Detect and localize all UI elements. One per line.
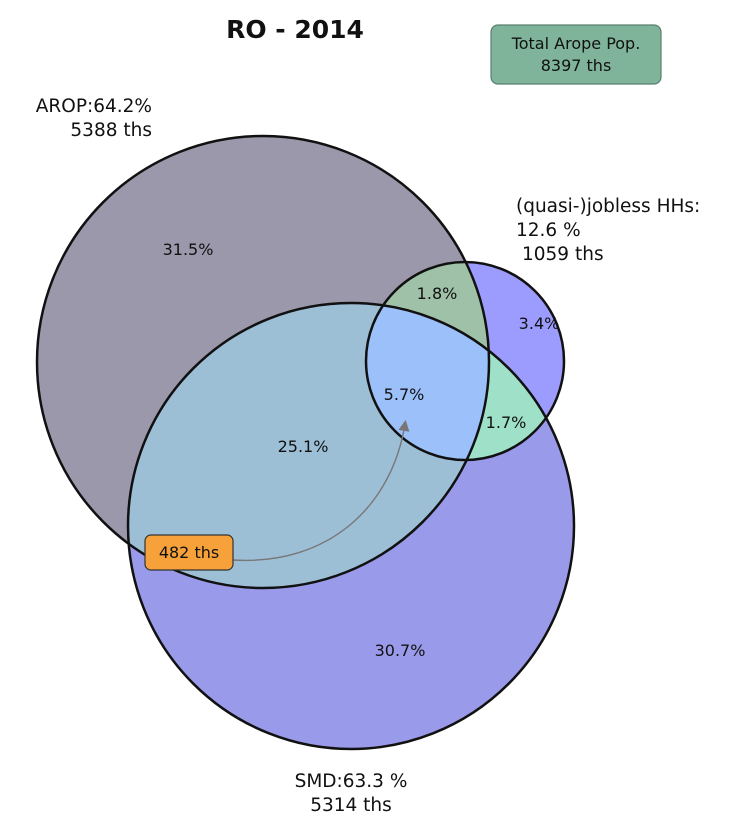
- region-jobless-smd: 1.7%: [486, 413, 527, 432]
- total-population-box: Total Arope Pop. 8397 ths: [490, 24, 662, 85]
- jobless-label-line3: 1059 ths: [522, 244, 604, 265]
- jobless-circle-outline: [364, 260, 566, 462]
- total-box-line2: 8397 ths: [541, 56, 612, 75]
- smd-label-line2: 5314 ths: [310, 795, 392, 814]
- triple-overlap: [366, 303, 489, 460]
- jobless-label-line1: (quasi-)jobless HHs:: [516, 196, 700, 217]
- triple-overlap-callout: 482 ths: [144, 534, 234, 571]
- arop-circle-outline: [35, 134, 491, 590]
- callout-label: 482 ths: [159, 543, 219, 562]
- region-all-three: 5.7%: [384, 385, 425, 404]
- callout-arrow: [231, 419, 410, 562]
- smd-circle-outline: [126, 301, 576, 751]
- chart-title: RO - 2014: [226, 15, 364, 44]
- arop-label-line1: AROP:64.2%: [36, 96, 152, 117]
- region-jobless-only: 3.4%: [519, 314, 560, 333]
- jobless-label-line2: 12.6 %: [516, 220, 581, 241]
- smd-label-line1: SMD:63.3 %: [295, 771, 408, 792]
- region-smd-only: 30.7%: [375, 641, 426, 660]
- region-arop-only: 31.5%: [163, 240, 214, 259]
- total-box-line1: Total Arope Pop.: [511, 34, 641, 53]
- region-arop-jobless: 1.8%: [417, 284, 458, 303]
- arop-label-line2: 5388 ths: [70, 120, 152, 141]
- region-arop-smd: 25.1%: [278, 437, 329, 456]
